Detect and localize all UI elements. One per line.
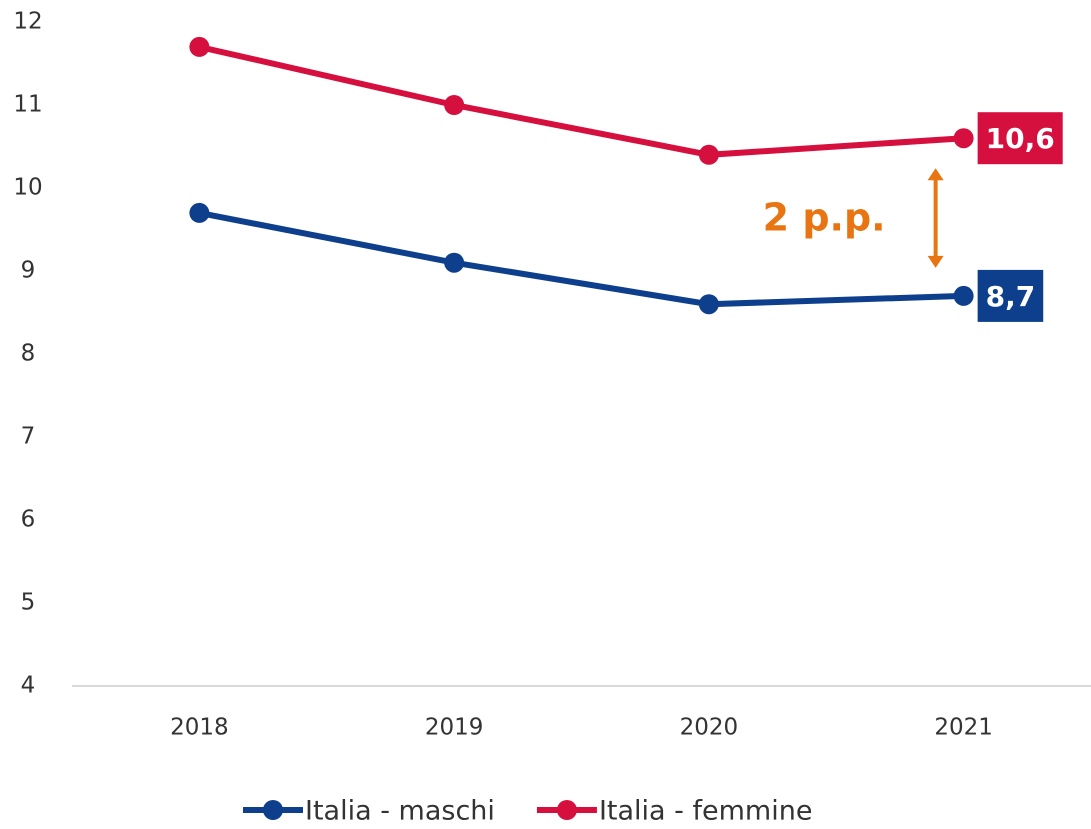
legend-label: Italia - femmine bbox=[599, 796, 813, 827]
data-point bbox=[444, 95, 464, 115]
arrow-head bbox=[928, 256, 944, 268]
y-tick-label: 11 bbox=[13, 92, 42, 118]
y-tick-label: 12 bbox=[13, 9, 42, 35]
data-point bbox=[699, 145, 719, 165]
x-tick-label: 2019 bbox=[425, 715, 484, 741]
data-point bbox=[189, 203, 209, 223]
x-tick-label: 2018 bbox=[170, 715, 229, 741]
y-tick-label: 7 bbox=[21, 424, 36, 450]
chart: 4 5 6 7 8 9 10 11 12 2018 2019 2020 2021 8,7 10,6 2 p.p… bbox=[0, 0, 1091, 829]
series-line bbox=[199, 47, 963, 155]
data-point bbox=[699, 294, 719, 314]
legend-marker bbox=[557, 800, 577, 820]
annotation-text: 2 p.p. bbox=[763, 196, 886, 240]
value-label-text: 10,6 bbox=[986, 122, 1055, 155]
value-label: 10,6 bbox=[978, 112, 1063, 164]
y-tick-label: 5 bbox=[21, 590, 36, 616]
y-tick-label: 10 bbox=[13, 175, 42, 201]
data-point bbox=[189, 37, 209, 57]
y-tick-label: 8 bbox=[21, 341, 36, 367]
data-point bbox=[954, 286, 974, 306]
x-tick-label: 2020 bbox=[680, 715, 739, 741]
legend-marker bbox=[263, 800, 283, 820]
y-tick-label: 6 bbox=[21, 507, 36, 533]
y-tick-label: 9 bbox=[21, 258, 36, 284]
value-label: 8,7 bbox=[978, 270, 1044, 322]
data-point bbox=[954, 128, 974, 148]
data-point bbox=[444, 253, 464, 273]
legend-label: Italia - maschi bbox=[305, 796, 495, 827]
y-tick-label: 4 bbox=[21, 673, 36, 699]
x-tick-label: 2021 bbox=[934, 715, 993, 741]
value-label-text: 8,7 bbox=[986, 280, 1036, 313]
arrow-head bbox=[928, 168, 944, 180]
